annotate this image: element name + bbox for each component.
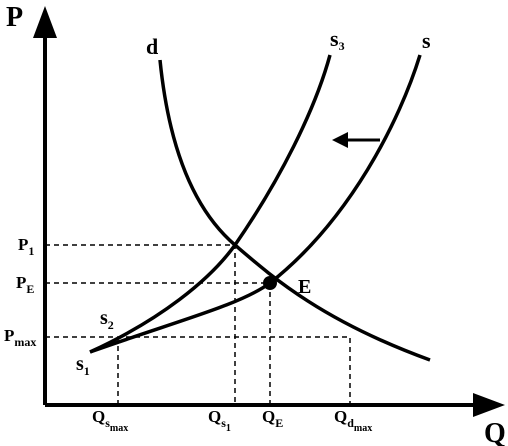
- x-axis-arrow: [473, 393, 505, 417]
- x-label: Qs1: [208, 407, 231, 434]
- shift-arrow-head: [332, 132, 348, 148]
- s1-label: s1: [76, 353, 90, 378]
- label-sub: E: [275, 416, 283, 430]
- label-sub: 3: [339, 39, 345, 53]
- x-label: QE: [262, 407, 283, 430]
- x-label: Qdmax: [334, 407, 372, 434]
- label-sub2: 1: [226, 423, 231, 434]
- y-label: PE: [16, 273, 34, 296]
- label-base: s: [76, 353, 84, 375]
- label-base: Q: [334, 407, 347, 426]
- label-sub2: max: [354, 423, 372, 434]
- label-base: s: [100, 307, 108, 329]
- label-sub: 1: [28, 244, 34, 258]
- label-base: Q: [92, 407, 105, 426]
- label-sub2: max: [110, 423, 128, 434]
- y-axis-label: P: [6, 2, 23, 33]
- label-base: P: [18, 235, 28, 254]
- supply-new-curve: [89, 54, 332, 354]
- label-sub: 2: [108, 318, 114, 332]
- label-base: P: [4, 326, 14, 345]
- supply-curve: [89, 54, 422, 354]
- y-label: P1: [18, 235, 34, 258]
- label-sub: d: [347, 416, 354, 430]
- label-sub: 1: [84, 364, 90, 378]
- label-sub: s: [105, 416, 110, 430]
- x-label: Qsmax: [92, 407, 128, 434]
- pmax-guide: [45, 336, 351, 405]
- demand-label: d: [146, 34, 158, 59]
- y-label: Pmax: [4, 326, 36, 349]
- label-sub: E: [26, 282, 34, 296]
- label-base: s: [330, 26, 339, 51]
- y-axis-arrow: [33, 6, 57, 38]
- equilibrium-point: [263, 276, 277, 290]
- label-sub: max: [14, 335, 36, 349]
- label-base: P: [16, 273, 26, 292]
- supply-label: s: [422, 28, 431, 53]
- x-axis-label: Q: [484, 418, 506, 446]
- equilibrium-label: E: [298, 276, 311, 298]
- s2-label: s2: [100, 307, 114, 332]
- supply-new-label: s3: [330, 26, 345, 53]
- label-base: Q: [208, 407, 221, 426]
- label-sub: s: [221, 416, 226, 430]
- label-base: Q: [262, 407, 275, 426]
